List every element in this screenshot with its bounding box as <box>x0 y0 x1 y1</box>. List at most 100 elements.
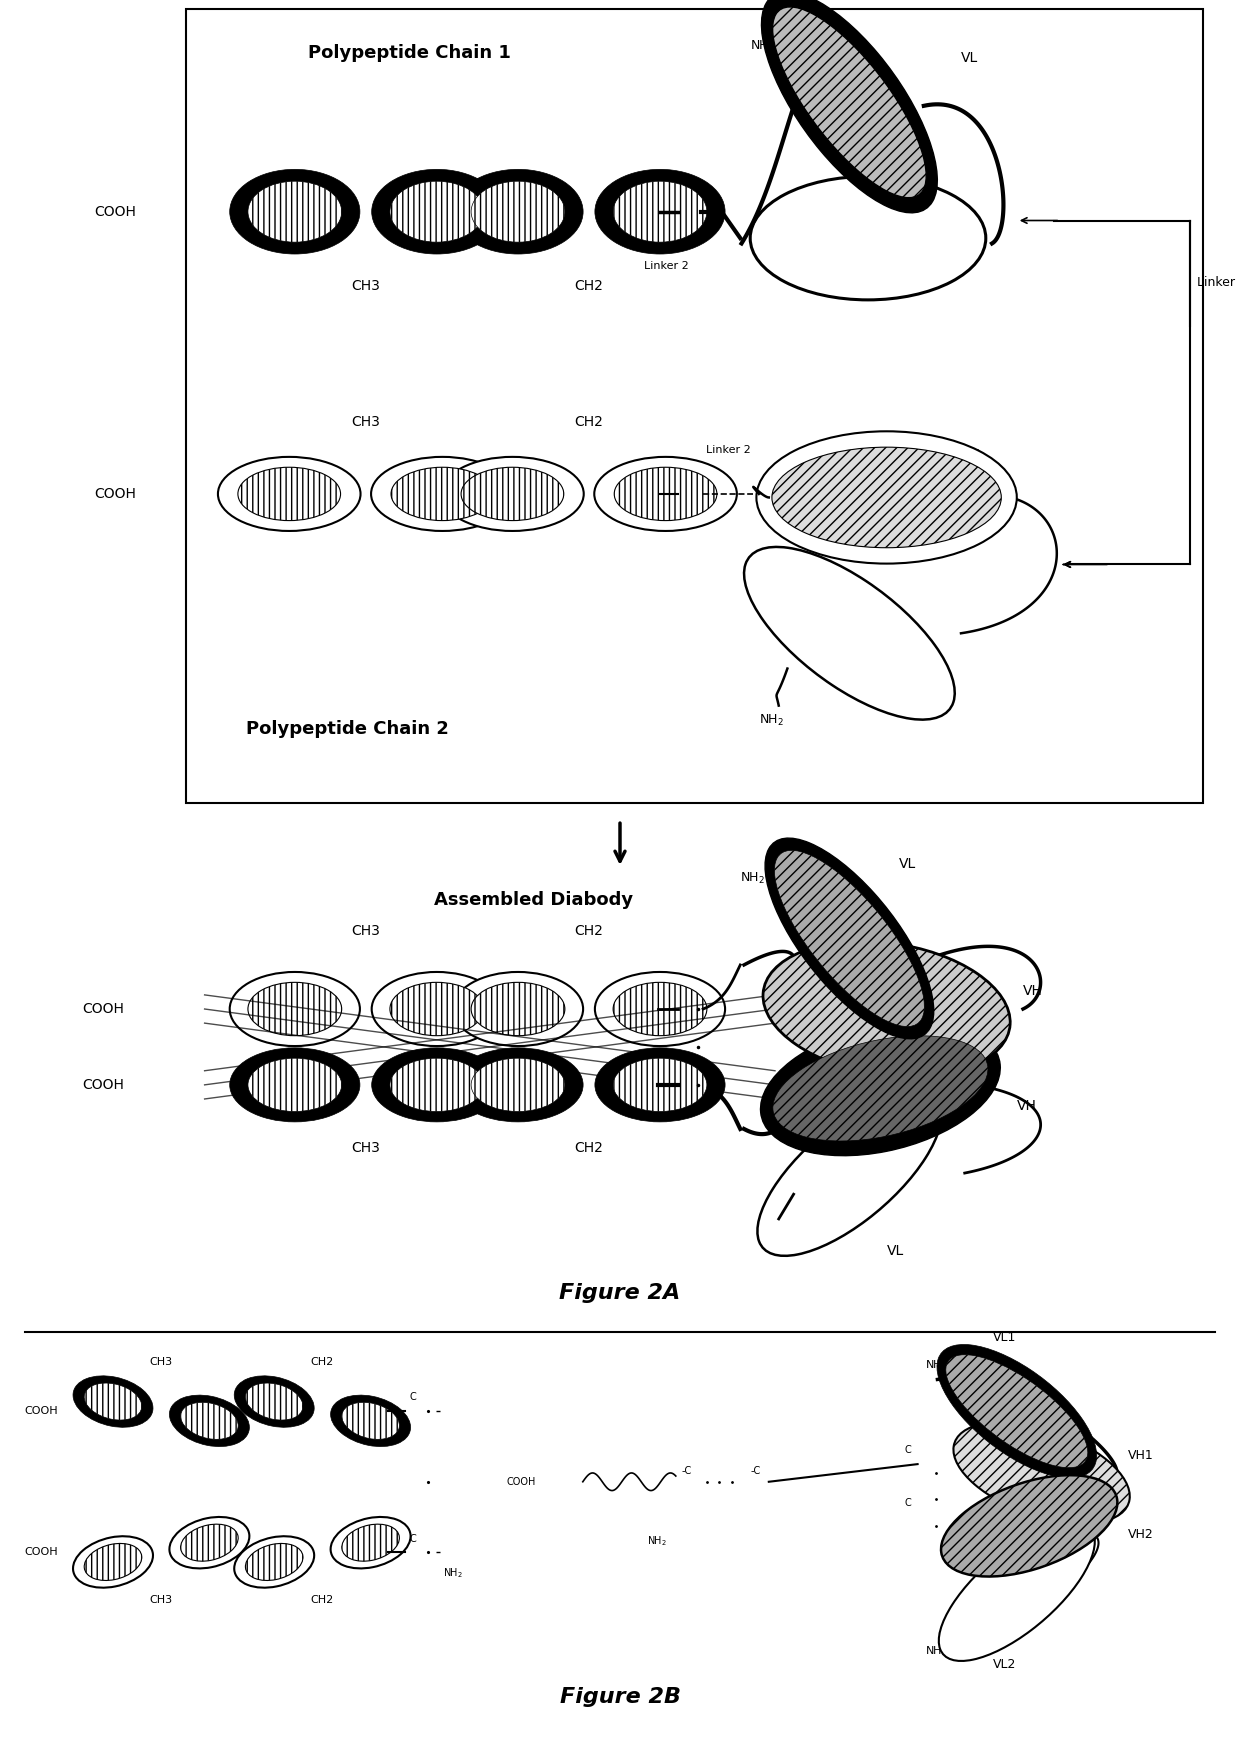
Text: Polypeptide Chain 1: Polypeptide Chain 1 <box>308 44 511 62</box>
Text: C: C <box>684 473 693 485</box>
Ellipse shape <box>946 1355 1087 1468</box>
Ellipse shape <box>229 972 360 1046</box>
Ellipse shape <box>453 1048 583 1122</box>
Text: CH3: CH3 <box>351 415 381 429</box>
Ellipse shape <box>248 1058 342 1111</box>
Ellipse shape <box>613 182 707 242</box>
Text: VH: VH <box>961 448 981 462</box>
Text: COOH: COOH <box>94 205 136 219</box>
Text: COOH: COOH <box>82 1002 124 1016</box>
Ellipse shape <box>391 467 494 520</box>
Ellipse shape <box>453 972 583 1046</box>
Ellipse shape <box>234 1536 314 1588</box>
Ellipse shape <box>84 1383 141 1420</box>
Ellipse shape <box>372 972 502 1046</box>
Text: VH: VH <box>1023 984 1043 998</box>
Ellipse shape <box>229 1048 360 1122</box>
Text: CH2: CH2 <box>574 1141 604 1155</box>
Text: C: C <box>905 1498 911 1508</box>
Text: VL1: VL1 <box>993 1332 1016 1344</box>
Text: COOH: COOH <box>506 1476 536 1487</box>
Ellipse shape <box>471 983 565 1035</box>
Ellipse shape <box>181 1402 238 1439</box>
Text: NH$_2$: NH$_2$ <box>759 713 784 729</box>
Text: COOH: COOH <box>94 487 136 501</box>
Ellipse shape <box>613 1058 707 1111</box>
Bar <box>186 9 1203 803</box>
Text: VH: VH <box>846 139 866 153</box>
Ellipse shape <box>471 182 565 242</box>
Text: COOH: COOH <box>82 1078 124 1092</box>
Ellipse shape <box>471 1058 565 1111</box>
Ellipse shape <box>750 176 986 300</box>
Text: Assembled Diabody: Assembled Diabody <box>434 891 632 908</box>
Ellipse shape <box>756 430 1017 564</box>
Ellipse shape <box>595 972 725 1046</box>
Text: NH$_2$: NH$_2$ <box>443 1566 463 1581</box>
Ellipse shape <box>614 467 717 520</box>
Ellipse shape <box>342 1402 399 1439</box>
Text: CH3: CH3 <box>351 1141 381 1155</box>
Text: C: C <box>684 191 693 203</box>
Ellipse shape <box>758 1090 941 1256</box>
Ellipse shape <box>937 1344 1096 1478</box>
Ellipse shape <box>372 169 502 254</box>
Text: Linker 2: Linker 2 <box>644 261 688 272</box>
Text: VH1: VH1 <box>1128 1448 1154 1462</box>
Ellipse shape <box>389 1058 484 1111</box>
Text: NH$_2$: NH$_2$ <box>647 1535 667 1549</box>
Ellipse shape <box>170 1517 249 1568</box>
Text: -C: -C <box>750 1466 760 1476</box>
Text: CH3: CH3 <box>351 279 381 293</box>
Ellipse shape <box>331 1517 410 1568</box>
Ellipse shape <box>461 467 564 520</box>
Ellipse shape <box>342 1524 399 1561</box>
Ellipse shape <box>246 1544 303 1581</box>
Text: Linker 2: Linker 2 <box>706 445 750 455</box>
Text: COOH: COOH <box>25 1406 58 1416</box>
Ellipse shape <box>73 1536 153 1588</box>
Text: NH$_2$: NH$_2$ <box>750 39 775 55</box>
Text: CH2: CH2 <box>574 279 604 293</box>
Text: VL: VL <box>961 51 978 65</box>
Ellipse shape <box>73 1376 153 1427</box>
Text: COOH: COOH <box>25 1547 58 1558</box>
Ellipse shape <box>941 1475 1117 1577</box>
Ellipse shape <box>389 182 484 242</box>
Ellipse shape <box>595 169 725 254</box>
Ellipse shape <box>594 457 737 531</box>
Ellipse shape <box>744 547 955 720</box>
Text: C: C <box>681 1067 688 1078</box>
Text: NH$_2$: NH$_2$ <box>925 1358 947 1372</box>
Text: C: C <box>905 1445 911 1455</box>
Text: VL: VL <box>887 1244 904 1258</box>
Ellipse shape <box>238 467 341 520</box>
Ellipse shape <box>248 182 342 242</box>
Text: CH2: CH2 <box>574 924 604 938</box>
Ellipse shape <box>441 457 584 531</box>
Text: VH2: VH2 <box>1128 1528 1154 1542</box>
Ellipse shape <box>371 457 513 531</box>
Ellipse shape <box>84 1544 141 1581</box>
Text: C: C <box>681 991 688 1002</box>
Text: VL: VL <box>936 669 954 683</box>
Text: CH3: CH3 <box>150 1595 172 1605</box>
Ellipse shape <box>246 1383 303 1420</box>
Ellipse shape <box>181 1524 238 1561</box>
Text: CH2: CH2 <box>574 415 604 429</box>
Ellipse shape <box>372 1048 502 1122</box>
Ellipse shape <box>775 850 924 1027</box>
Ellipse shape <box>218 457 361 531</box>
Ellipse shape <box>595 1048 725 1122</box>
Ellipse shape <box>248 983 342 1035</box>
Ellipse shape <box>613 983 707 1035</box>
Text: Linker 1: Linker 1 <box>1197 275 1240 289</box>
Text: Figure 2B: Figure 2B <box>559 1686 681 1708</box>
Ellipse shape <box>954 1422 1130 1524</box>
Ellipse shape <box>760 1021 1001 1155</box>
Text: -C: -C <box>682 1466 692 1476</box>
Ellipse shape <box>453 169 583 254</box>
Ellipse shape <box>229 169 360 254</box>
Text: NH$_2$: NH$_2$ <box>760 1230 785 1245</box>
Text: NH$_2$: NH$_2$ <box>925 1644 947 1658</box>
